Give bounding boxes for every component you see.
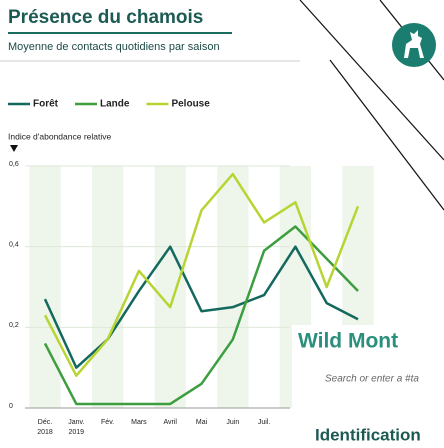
background-band bbox=[29, 166, 61, 408]
x-tick-label: Avril bbox=[163, 419, 177, 426]
y-tick-label: 0 bbox=[9, 403, 13, 410]
legend: Forêt Lande Pelouse bbox=[8, 99, 210, 110]
background-band bbox=[154, 166, 186, 408]
series-line bbox=[43, 172, 360, 377]
x-tick-label: Mars bbox=[131, 419, 147, 426]
section-heading: Identification bbox=[315, 425, 421, 444]
y-tick-label: 0,6 bbox=[9, 161, 19, 168]
chart-title: Présence du chamois bbox=[8, 7, 203, 28]
search-input[interactable]: Search or enter a #ta bbox=[325, 374, 419, 385]
x-tick-label: Mai bbox=[196, 419, 208, 426]
background-band bbox=[217, 166, 249, 408]
x-tick-label: Déc. 2018 bbox=[37, 419, 53, 436]
overlay-band bbox=[300, 0, 444, 210]
background-band bbox=[91, 166, 124, 408]
x-tick-label: Fév. bbox=[101, 419, 114, 426]
arrow-icon bbox=[10, 145, 18, 152]
y-tick-label: 0,2 bbox=[9, 322, 19, 329]
legend-label: Pelouse bbox=[171, 99, 210, 110]
series-line bbox=[43, 245, 359, 369]
legend-label: Lande bbox=[100, 99, 130, 110]
legend-label: Forêt bbox=[33, 99, 59, 110]
x-tick-label: Janv. 2019 bbox=[68, 419, 84, 436]
overlay-edge bbox=[329, 59, 444, 211]
series-line bbox=[43, 225, 359, 406]
x-tick-label: Juin bbox=[226, 419, 239, 426]
deer-icon bbox=[404, 30, 424, 58]
plot: 0 0,2 0,4 0,6 Déc. 2018 Janv. 2019 Fév. Mars Avril… bbox=[9, 161, 360, 436]
x-tick-label: Juil. bbox=[258, 419, 271, 426]
y-axis-label: Indice d'abondance relative bbox=[8, 131, 111, 141]
overlay-panel bbox=[292, 325, 444, 448]
subtitle: Moyenne de contacts quotidiens par saiso… bbox=[8, 41, 220, 53]
overlay-edge bbox=[299, 0, 444, 161]
overlay-heading: Wild Mont bbox=[298, 330, 398, 353]
y-tick-label: 0,4 bbox=[9, 242, 19, 249]
